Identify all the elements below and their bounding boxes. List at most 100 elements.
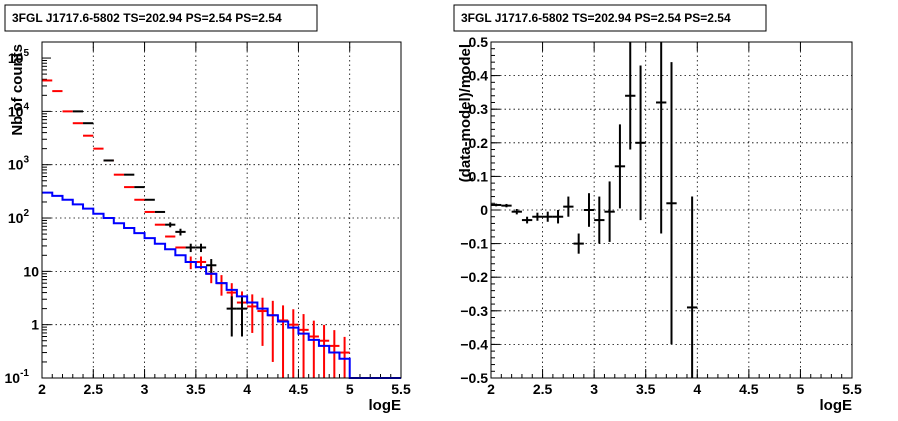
left-y-tick-base: 10 — [5, 370, 21, 386]
right-plot-area — [491, 42, 698, 378]
left-y-tick-label: 103 — [8, 155, 30, 173]
left-y-tick-exponent: 5 — [23, 48, 29, 59]
right-residual-point — [511, 208, 522, 215]
right-x-tick-label: 5 — [797, 381, 805, 397]
right-residual-point — [552, 210, 564, 224]
right-y-axis-title: (data-model)/model — [457, 44, 474, 182]
right-y-tick-label: −0.2 — [460, 269, 488, 285]
left-background-model-line — [42, 191, 401, 379]
left-model-point — [216, 275, 227, 296]
left-model-point — [308, 320, 319, 378]
left-y-tick-label: 105 — [8, 48, 30, 66]
right-y-tick-label: −0.3 — [460, 303, 488, 319]
left-y-axis-title: Nb of counts — [9, 44, 26, 136]
right-residual-point — [604, 181, 615, 242]
left-x-tick-label: 5 — [346, 381, 354, 397]
left-data-point — [226, 296, 237, 337]
right-x-tick-label: 4.5 — [739, 381, 759, 397]
right-x-tick-labels: 2 2.5 3 3.5 4 4.5 5 5.5 — [487, 381, 862, 397]
right-residual-point — [501, 203, 512, 208]
right-x-axis-title: logE — [820, 397, 853, 414]
left-model-point — [288, 309, 299, 378]
left-frame — [41, 41, 402, 379]
right-residual-point — [614, 124, 626, 209]
left-title-box — [4, 4, 318, 32]
right-x-tick-label: 5.5 — [842, 381, 862, 397]
left-y-tick-label: 104 — [8, 101, 30, 119]
left-y-tick-base: 10 — [8, 103, 24, 119]
right-x-tick-label: 3.5 — [636, 381, 656, 397]
left-y-tick-exponent: 2 — [23, 208, 29, 219]
left-panel: 3FGL J1717.6-5802 TS=202.94 PS=2.54 PS=2… — [4, 4, 411, 414]
right-residual-point — [573, 233, 584, 254]
left-model-point — [329, 330, 340, 378]
left-x-tick-label: 3 — [141, 381, 149, 397]
right-x-tick-label: 4 — [693, 381, 701, 397]
right-x-tick-label: 3 — [590, 381, 598, 397]
left-y-tick-label: 102 — [8, 208, 30, 226]
left-data-point — [236, 296, 248, 337]
right-y-tick-label: 0.4 — [469, 68, 489, 84]
left-y-tick-base: 10 — [8, 50, 24, 66]
right-residual-point — [686, 196, 698, 378]
left-model-point — [277, 305, 289, 378]
left-model-point — [247, 294, 258, 333]
right-residual-point — [656, 42, 667, 234]
left-x-tick-label: 2 — [38, 381, 46, 397]
left-model-point — [298, 314, 309, 378]
right-residual-point — [625, 42, 636, 150]
left-title: 3FGL J1717.6-5802 TS=202.94 PS=2.54 PS=2… — [12, 11, 282, 25]
left-data-point — [175, 228, 186, 236]
right-x-tick-label: 2.5 — [533, 381, 553, 397]
right-y-tick-labels: −0.5 −0.4 −0.3 −0.2 −0.1 0 0.1 0.2 0.3 0.4 0.5 — [460, 34, 488, 386]
left-data-point — [195, 243, 207, 253]
right-residual-point — [635, 65, 646, 221]
right-y-tick-label: 0 — [480, 202, 488, 218]
right-y-tick-label: 0.1 — [469, 168, 489, 184]
left-y-tick-exponent: 3 — [23, 155, 29, 166]
left-y-tick-label: 1 — [31, 317, 39, 333]
left-x-tick-labels: 2 2.5 3 3.5 4 4.5 5 5.5 — [38, 381, 411, 397]
left-model-point — [267, 300, 278, 362]
right-title: 3FGL J1717.6-5802 TS=202.94 PS=2.54 PS=2… — [461, 11, 731, 25]
right-residual-point — [583, 193, 595, 227]
right-frame — [490, 41, 853, 379]
left-y-tick-base: 10 — [8, 157, 24, 173]
left-y-tick-exponent: -1 — [20, 368, 29, 379]
left-x-axis-title: logE — [369, 397, 402, 414]
right-y-tick-label: 0.5 — [469, 34, 489, 50]
left-x-tick-label: 4 — [243, 381, 251, 397]
right-x-tick-label: 2 — [487, 381, 495, 397]
right-panel: 3FGL J1717.6-5802 TS=202.94 PS=2.54 PS=2… — [453, 4, 862, 414]
left-grid — [42, 42, 401, 378]
left-model-point — [339, 336, 350, 378]
left-data-point — [185, 243, 196, 253]
left-x-tick-label: 2.5 — [84, 381, 104, 397]
left-model-point — [257, 297, 268, 346]
right-y-tick-label: 0.2 — [469, 135, 489, 151]
right-residual-point — [563, 196, 574, 217]
right-residual-point — [521, 216, 533, 224]
left-data-point — [165, 222, 176, 228]
left-plot-area — [42, 79, 401, 379]
right-residual-point — [532, 212, 543, 221]
left-x-tick-label: 3.5 — [186, 381, 206, 397]
right-y-tick-label: 0.3 — [469, 101, 489, 117]
left-x-tick-label: 5.5 — [391, 381, 411, 397]
right-y-tick-label: −0.1 — [460, 236, 488, 252]
left-data-point — [206, 259, 217, 274]
right-y-tick-label: −0.4 — [460, 336, 488, 352]
left-y-tick-exponent: 4 — [23, 101, 29, 112]
right-residual-point — [491, 203, 502, 207]
left-model-point — [318, 324, 330, 378]
right-y-tick-label: −0.5 — [460, 370, 488, 386]
left-y-tick-label: 10 — [23, 263, 39, 279]
left-x-tick-label: 4.5 — [289, 381, 309, 397]
left-ticks — [41, 41, 402, 379]
left-y-tick-base: 10 — [8, 210, 24, 226]
right-residual-point — [666, 62, 677, 345]
right-title-box — [453, 4, 767, 32]
right-residual-point — [542, 211, 553, 222]
